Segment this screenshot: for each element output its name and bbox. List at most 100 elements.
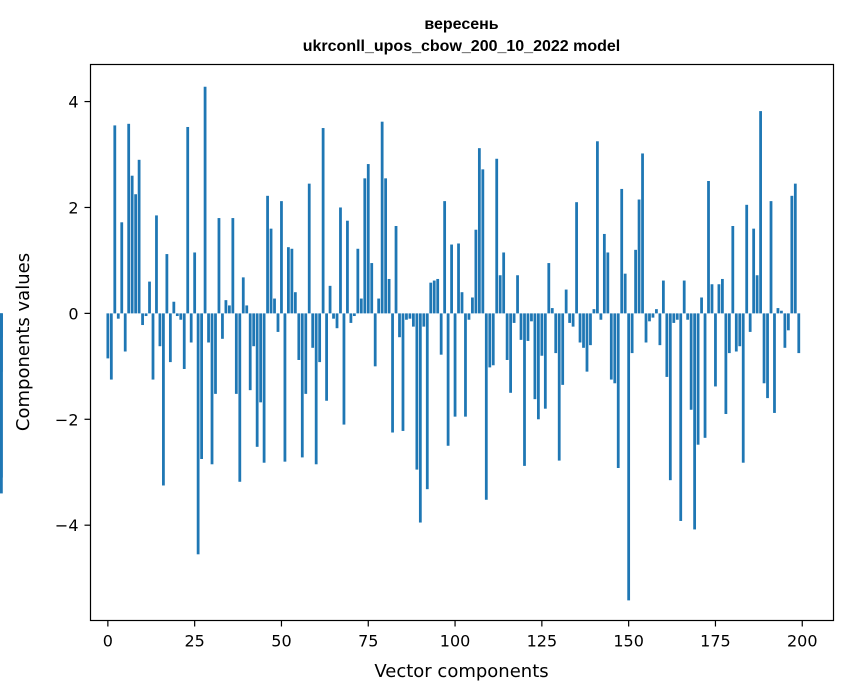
bar-151: [630, 313, 634, 354]
bar-105: [471, 297, 474, 314]
bar-106: [474, 229, 478, 314]
bar-168: [689, 313, 693, 410]
bar-176: [717, 284, 721, 314]
bar-67: [339, 207, 342, 314]
bar-5: [123, 313, 127, 352]
y-axis-label: Components values: [13, 253, 34, 431]
bar-50: [280, 201, 283, 314]
bar-169: [693, 313, 697, 530]
bar-198: [793, 183, 797, 314]
bar-118: [516, 275, 519, 314]
bar-90: [418, 313, 422, 523]
x-axis-ticks: 0 25 50 75 100 125 150 175 200: [103, 620, 818, 651]
bar-147: [616, 313, 620, 468]
bar-148: [620, 188, 624, 314]
bar-4: [120, 222, 124, 314]
bar-63: [325, 313, 328, 401]
bar-7: [130, 175, 134, 314]
bar-155: [644, 313, 648, 343]
bar-89: [415, 313, 419, 470]
bar-132: [564, 289, 568, 314]
x-tick-label-0: 0: [103, 632, 113, 651]
bar-54: [293, 292, 297, 314]
bar-101: [457, 243, 460, 314]
x-tick-label-25: 25: [184, 632, 204, 651]
bar-28: [203, 86, 207, 314]
bar-70: [349, 313, 353, 323]
bar-114: [502, 252, 506, 314]
bar-8: [134, 194, 138, 314]
bar-175: [714, 313, 717, 387]
bar-197: [790, 195, 794, 314]
bar-181: [734, 313, 738, 352]
bar-164: [675, 313, 679, 320]
bar-31: [214, 313, 217, 394]
bar-56: [300, 313, 304, 458]
bar-190: [766, 313, 769, 399]
bar-167: [686, 313, 690, 320]
bar-154: [641, 153, 644, 314]
plot-frame: [89, 63, 835, 622]
bar-133: [568, 313, 572, 323]
bar-35: [227, 305, 231, 314]
bar-185: [748, 313, 752, 332]
bar-17: [165, 254, 169, 314]
bar-18: [168, 313, 172, 363]
bar-127: [547, 263, 551, 314]
bar-10: [141, 313, 144, 326]
bar-136: [578, 313, 582, 343]
bars-group: [0, 86, 801, 601]
bar-97: [443, 201, 447, 314]
bar-140: [592, 309, 596, 314]
bar-131: [561, 313, 565, 385]
bar-112: [495, 158, 499, 314]
bar-43: [255, 313, 259, 447]
bar-96: [439, 313, 443, 355]
bar-3: [116, 313, 120, 319]
bar-161: [665, 313, 669, 377]
bar-143: [602, 233, 606, 314]
bar-25: [193, 252, 197, 314]
bar-157: [651, 313, 655, 318]
bar-126: [543, 313, 547, 409]
x-tick-label-50: 50: [271, 632, 291, 651]
bar-145: [609, 313, 613, 380]
bar-42: [252, 313, 256, 347]
bar-159: [658, 313, 662, 346]
bar-41: [248, 313, 252, 391]
bar-113: [498, 275, 502, 314]
bar-107: [477, 148, 481, 314]
bar-173: [707, 181, 710, 314]
bar-108: [481, 169, 485, 314]
bar-80: [384, 178, 388, 314]
bar-81: [387, 278, 391, 314]
bar-48: [273, 298, 276, 314]
bar-61: [318, 313, 322, 363]
bar-29: [207, 313, 210, 343]
bar-160: [661, 280, 665, 314]
bar-19: [172, 301, 176, 314]
bar-135: [575, 202, 578, 314]
bar-62: [321, 128, 325, 314]
bar-144: [606, 252, 610, 314]
y-tick-label--4: −4: [55, 516, 79, 535]
bar-117: [512, 313, 516, 323]
bar-123: [533, 313, 537, 400]
bar-139: [589, 313, 592, 346]
bar-57: [304, 313, 308, 394]
bar-52: [287, 247, 290, 314]
bar-47: [269, 228, 273, 314]
bar-27: [200, 313, 203, 459]
bar-158: [655, 309, 658, 314]
bar-186: [752, 228, 756, 314]
bar-undefined: [0, 313, 3, 338]
bar-165: [679, 313, 683, 521]
bar-137: [582, 313, 585, 348]
bar-72: [356, 248, 360, 314]
bar-122: [530, 313, 533, 322]
bar-183: [741, 313, 745, 463]
bar-64: [328, 285, 332, 314]
bar-14: [155, 215, 158, 314]
